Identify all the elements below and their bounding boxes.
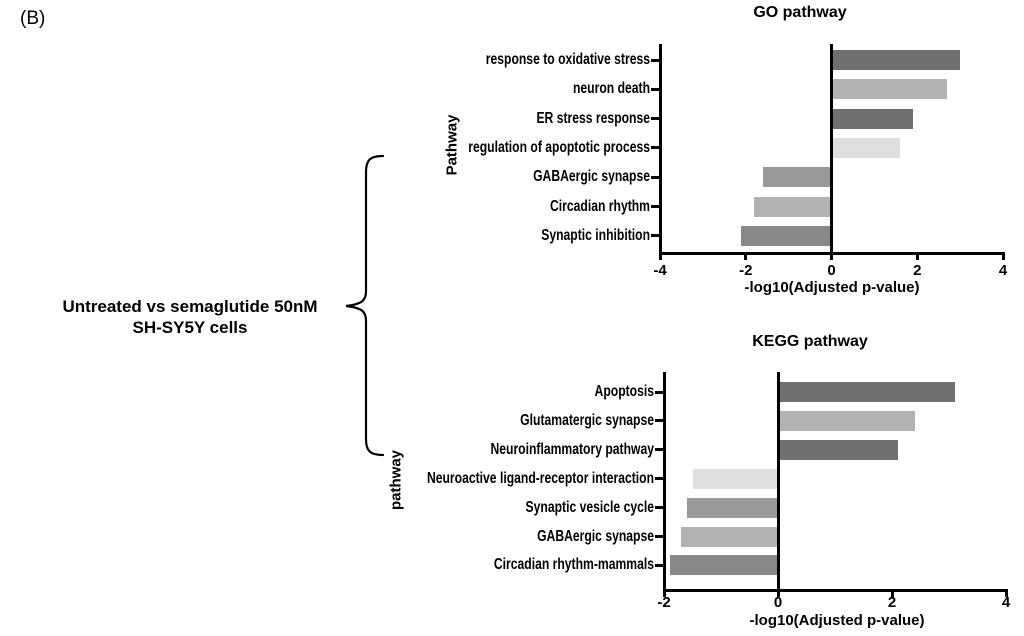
y-tick xyxy=(655,390,664,394)
x-tick-label: 4 xyxy=(1001,594,1011,611)
bar xyxy=(686,497,778,518)
zero-line xyxy=(776,372,780,590)
bar xyxy=(831,137,901,158)
category-label: Circadian rhythm-mammals xyxy=(493,556,654,574)
category-label: ER stress response xyxy=(536,109,650,127)
curly-brace-path xyxy=(345,154,385,457)
y-tick xyxy=(651,146,660,150)
bar xyxy=(754,196,832,217)
y-tick xyxy=(655,535,664,538)
y-tick xyxy=(651,87,660,91)
y-tick xyxy=(651,58,660,62)
x-tick xyxy=(658,253,662,260)
y-tick xyxy=(655,477,664,481)
x-tick-label: -2 xyxy=(657,594,671,611)
category-label: response to oxidative stress xyxy=(485,51,650,68)
x-axis-title: -log10(Adjusted p-value) xyxy=(749,612,925,629)
y-tick xyxy=(651,205,660,208)
x-tick xyxy=(1001,253,1005,260)
category-label: regulation of apoptotic process xyxy=(468,138,650,156)
chart-title: GO pathway xyxy=(753,4,847,21)
category-label: neuron death xyxy=(572,80,650,98)
bar xyxy=(831,50,961,70)
bar xyxy=(778,410,915,431)
x-tick-label: 2 xyxy=(913,262,922,279)
bar xyxy=(831,79,948,100)
category-label: Neuroinflammatory pathway xyxy=(490,440,654,458)
category-label: GABAergic synapse xyxy=(537,527,654,545)
category-label: Synaptic inhibition xyxy=(541,226,650,244)
bar xyxy=(692,468,778,489)
y-tick xyxy=(655,506,664,510)
y-tick xyxy=(655,563,664,567)
y-tick xyxy=(655,448,664,452)
x-tick-label: 0 xyxy=(773,594,783,611)
y-axis-line xyxy=(662,372,666,590)
bar xyxy=(681,526,778,547)
y-tick xyxy=(651,175,660,179)
category-label: Apoptosis xyxy=(594,383,654,400)
chart-title: KEGG pathway xyxy=(752,333,868,350)
category-label: Synaptic vesicle cycle xyxy=(525,498,654,516)
group-label-line1: Untreated vs semaglutide 50nM xyxy=(62,297,318,316)
zero-line xyxy=(830,44,833,253)
x-tick-label: 0 xyxy=(827,262,836,279)
group-label-line2: SH-SY5Y cells xyxy=(132,318,248,337)
x-tick xyxy=(744,253,748,260)
y-tick xyxy=(651,117,660,121)
category-label: Glutamatergic synapse xyxy=(520,411,654,429)
x-tick xyxy=(915,253,919,260)
comparison-group-label: Untreated vs semaglutide 50nM SH-SY5Y ce… xyxy=(40,296,340,338)
x-axis-line xyxy=(662,588,1008,592)
y-axis-line xyxy=(658,44,662,253)
x-tick-label: 2 xyxy=(887,594,897,611)
x-tick xyxy=(776,590,780,597)
bar xyxy=(778,382,955,402)
panel-label: (B) xyxy=(20,8,46,29)
category-label: Neuroactive ligand-receptor interaction xyxy=(426,469,654,487)
x-tick-label: -4 xyxy=(653,262,667,279)
curly-brace xyxy=(345,154,385,457)
x-tick xyxy=(662,590,666,597)
y-tick xyxy=(651,234,660,238)
bar xyxy=(669,555,778,576)
x-tick xyxy=(1004,590,1008,597)
x-tick xyxy=(890,590,894,597)
bar xyxy=(762,167,832,188)
x-tick-label: -2 xyxy=(739,262,753,279)
category-label: GABAergic synapse xyxy=(533,168,650,186)
bar xyxy=(741,225,832,246)
bar xyxy=(831,108,913,129)
y-tick xyxy=(655,419,664,423)
category-label: Circadian rhythm xyxy=(549,197,650,215)
x-axis-title: -log10(Adjusted p-value) xyxy=(744,279,920,296)
bar xyxy=(778,439,898,460)
x-tick-label: 4 xyxy=(998,262,1008,279)
x-tick xyxy=(830,253,833,260)
